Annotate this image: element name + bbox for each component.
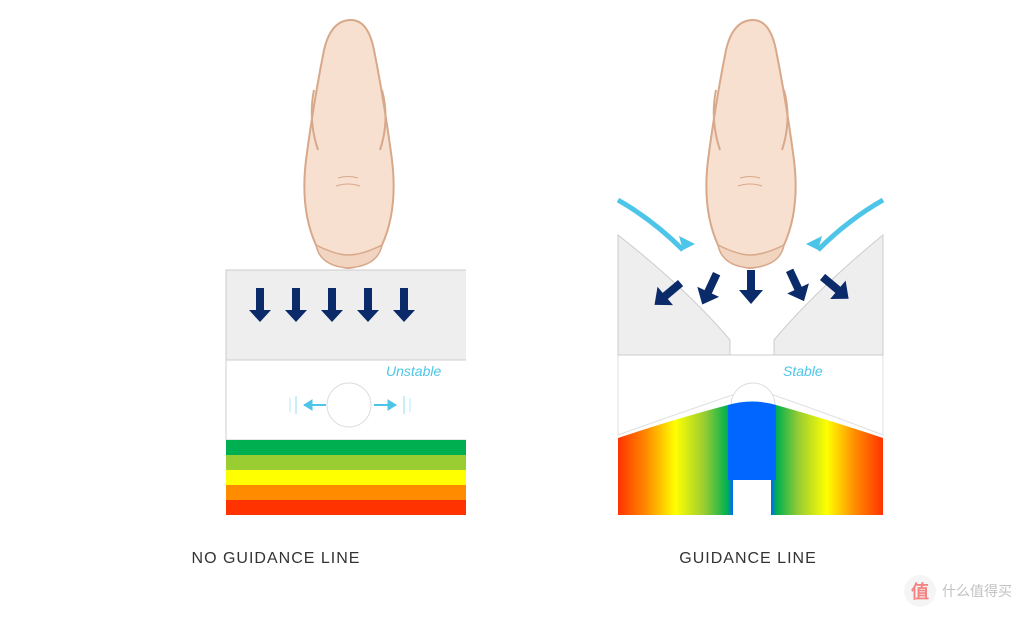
diagram-no-guidance: Unstable xyxy=(86,10,466,530)
status-label-right: Stable xyxy=(783,363,823,379)
pressure-map-flat xyxy=(226,440,466,515)
diagram-guidance: Stable xyxy=(558,10,938,530)
watermark: 值 什么值得买 xyxy=(904,575,1012,607)
watermark-text: 什么值得买 xyxy=(942,581,1012,601)
foot-left xyxy=(304,20,393,268)
panel-guidance: Stable xyxy=(558,10,938,568)
status-label-left: Unstable xyxy=(386,363,441,379)
panel-no-guidance: Unstable xyxy=(86,10,466,568)
watermark-icon: 值 xyxy=(904,575,936,607)
caption-left: NO GUIDANCE LINE xyxy=(192,550,361,568)
caption-right: GUIDANCE LINE xyxy=(679,550,816,568)
foot-right xyxy=(706,20,795,268)
